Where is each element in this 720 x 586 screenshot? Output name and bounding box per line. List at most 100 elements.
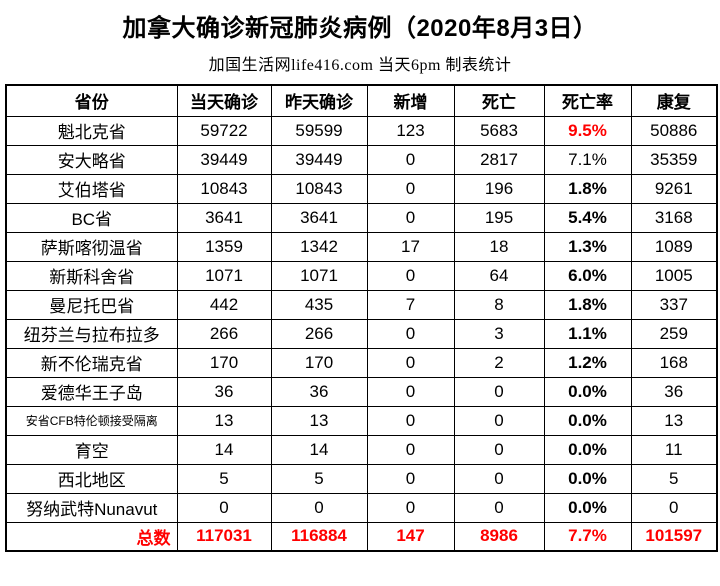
cell-deaths: 195 [453,202,545,233]
column-header-death-rate: 死亡率 [543,84,632,117]
cell-recovered: 13 [630,405,718,436]
cell-deaths: 2817 [453,144,545,175]
page-title: 加拿大确诊新冠肺炎病例（2020年8月3日） [122,15,598,42]
cell-province: 努纳武特Nunavut [5,492,178,523]
table-row: 曼尼托巴省 442 435 7 8 1.8% 337 [5,289,718,320]
cell-recovered: 50886 [630,115,718,146]
column-header-recovered: 康复 [630,84,718,117]
cell-new-cases: 147 [366,521,455,552]
cell-today-confirmed: 1071 [176,260,272,291]
column-header-today-confirmed: 当天确诊 [176,84,272,117]
table-row: 艾伯塔省 10843 10843 0 196 1.8% 9261 [5,173,718,204]
cell-new-cases: 0 [366,260,455,291]
cell-province: 育空 [5,434,178,465]
cell-death-rate: 7.1% [543,144,632,175]
cell-today-confirmed: 14 [176,434,272,465]
cell-yesterday-confirmed: 14 [270,434,368,465]
cell-deaths: 8986 [453,521,545,552]
cell-deaths: 5683 [453,115,545,146]
cell-today-confirmed: 5 [176,463,272,494]
cell-new-cases: 0 [366,376,455,407]
cell-today-confirmed: 3641 [176,202,272,233]
covid-stats-table: 省份 当天确诊 昨天确诊 新增 死亡 死亡率 康复 魁北克省 59722 59599… [5,84,718,552]
cell-yesterday-confirmed: 170 [270,347,368,378]
cell-yesterday-confirmed: 0 [270,492,368,523]
cell-province: 萨斯喀彻温省 [5,231,178,262]
cell-death-rate: 1.1% [543,318,632,349]
cell-deaths: 3 [453,318,545,349]
cell-recovered: 36 [630,376,718,407]
cell-recovered: 5 [630,463,718,494]
table-row: 纽芬兰与拉布拉多 266 266 0 3 1.1% 259 [5,318,718,349]
cell-today-confirmed: 39449 [176,144,272,175]
table-row: 育空 14 14 0 0 0.0% 11 [5,434,718,465]
column-header-deaths: 死亡 [453,84,545,117]
cell-death-rate: 7.7% [543,521,632,552]
total-row: 总数 117031 116884 147 8986 7.7% 101597 [5,521,718,552]
cell-death-rate: 1.2% [543,347,632,378]
table-row: 魁北克省 59722 59599 123 5683 9.5% 50886 [5,115,718,146]
cell-yesterday-confirmed: 13 [270,405,368,436]
cell-deaths: 2 [453,347,545,378]
cell-new-cases: 0 [366,347,455,378]
cell-province: 总数 [5,521,178,552]
table-row: 安省CFB特伦顿接受隔离 13 13 0 0 0.0% 13 [5,405,718,436]
cell-province: 安大略省 [5,144,178,175]
cell-deaths: 0 [453,376,545,407]
cell-new-cases: 0 [366,492,455,523]
cell-today-confirmed: 59722 [176,115,272,146]
cell-recovered: 1089 [630,231,718,262]
cell-yesterday-confirmed: 5 [270,463,368,494]
cell-new-cases: 7 [366,289,455,320]
cell-today-confirmed: 13 [176,405,272,436]
cell-today-confirmed: 170 [176,347,272,378]
table-row: 努纳武特Nunavut 0 0 0 0 0.0% 0 [5,492,718,523]
cell-new-cases: 17 [366,231,455,262]
cell-province: 魁北克省 [5,115,178,146]
table-row: 新斯科舍省 1071 1071 0 64 6.0% 1005 [5,260,718,291]
table-row: 安大略省 39449 39449 0 2817 7.1% 35359 [5,144,718,175]
table-row: 爱德华王子岛 36 36 0 0 0.0% 36 [5,376,718,407]
cell-deaths: 8 [453,289,545,320]
cell-today-confirmed: 10843 [176,173,272,204]
cell-deaths: 0 [453,434,545,465]
column-header-new-cases: 新增 [366,84,455,117]
cell-province: 新不伦瑞克省 [5,347,178,378]
cell-yesterday-confirmed: 36 [270,376,368,407]
cell-death-rate: 1.3% [543,231,632,262]
cell-province: 安省CFB特伦顿接受隔离 [5,405,178,436]
cell-yesterday-confirmed: 10843 [270,173,368,204]
cell-province: 爱德华王子岛 [5,376,178,407]
cell-today-confirmed: 0 [176,492,272,523]
table-row: 西北地区 5 5 0 0 0.0% 5 [5,463,718,494]
cell-new-cases: 0 [366,405,455,436]
cell-yesterday-confirmed: 39449 [270,144,368,175]
cell-recovered: 9261 [630,173,718,204]
cell-today-confirmed: 117031 [176,521,272,552]
cell-death-rate: 1.8% [543,173,632,204]
column-header-province: 省份 [5,84,178,117]
cell-today-confirmed: 36 [176,376,272,407]
cell-yesterday-confirmed: 266 [270,318,368,349]
cell-recovered: 1005 [630,260,718,291]
cell-new-cases: 0 [366,173,455,204]
cell-new-cases: 0 [366,463,455,494]
cell-recovered: 101597 [630,521,718,552]
cell-deaths: 18 [453,231,545,262]
cell-recovered: 168 [630,347,718,378]
cell-province: 纽芬兰与拉布拉多 [5,318,178,349]
cell-yesterday-confirmed: 435 [270,289,368,320]
cell-new-cases: 123 [366,115,455,146]
cell-deaths: 64 [453,260,545,291]
cell-death-rate: 0.0% [543,463,632,494]
cell-deaths: 0 [453,492,545,523]
cell-yesterday-confirmed: 59599 [270,115,368,146]
cell-province: 新斯科舍省 [5,260,178,291]
cell-new-cases: 0 [366,144,455,175]
cell-death-rate: 9.5% [543,115,632,146]
cell-recovered: 337 [630,289,718,320]
cell-recovered: 3168 [630,202,718,233]
cell-new-cases: 0 [366,434,455,465]
cell-today-confirmed: 266 [176,318,272,349]
